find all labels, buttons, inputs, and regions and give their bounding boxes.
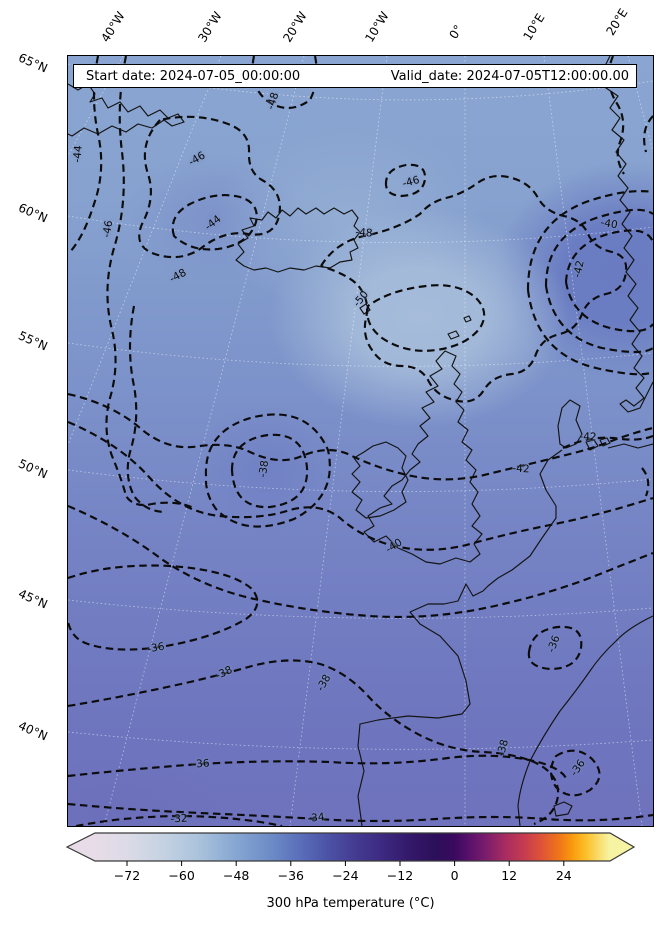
colorbar-tick-label: −24 [332, 868, 358, 883]
colorbar-tick-label: −36 [278, 868, 304, 883]
graticule-grid [68, 56, 653, 826]
contour-value-label: -42 [512, 462, 530, 476]
valid-date-text: Valid_date: 2024-07-05T12:00:00.00 [390, 68, 629, 84]
contour-value-label: -44 [71, 144, 85, 164]
map-canvas [68, 56, 653, 826]
contour-value-label: -34 [306, 811, 326, 825]
colorbar-tick-label: −72 [114, 868, 140, 883]
colorbar-tick-label: −60 [168, 868, 194, 883]
lon-tick-label: 0° [446, 22, 466, 42]
colorbar-title: 300 hPa temperature (°C) [266, 896, 435, 911]
contour-value-label: -48 [355, 226, 373, 240]
colorbar: −72 −60 −48 −36 −24 −12 0 12 24 [65, 832, 636, 883]
lon-tick-label: 20°W [280, 9, 310, 45]
contour-value-label: -38 [256, 459, 272, 479]
coastlines [68, 56, 653, 826]
lat-tick-label: 60°N [16, 200, 50, 226]
colorbar-tick-label: 0 [451, 868, 459, 883]
colorbar-bar [65, 832, 636, 862]
lon-tick-label: 30°W [195, 9, 225, 45]
lon-tick-label: 10°E [520, 11, 548, 43]
lat-tick-label: 65°N [16, 50, 50, 76]
title-strip: Start date: 2024-07-05_00:00:00 Valid_da… [73, 64, 637, 88]
lon-tick-label: 40°W [98, 9, 128, 45]
colorbar-tick-label: −48 [223, 868, 249, 883]
map-panel: Start date: 2024-07-05_00:00:00 Valid_da… [67, 55, 654, 827]
lat-tick-label: 50°N [16, 456, 50, 482]
contour-value-label: -36 [192, 757, 210, 771]
contour-value-label: -32 [170, 812, 188, 826]
lat-tick-label: 55°N [16, 328, 50, 354]
start-date-text: Start date: 2024-07-05_00:00:00 [86, 68, 301, 84]
colorbar-tick-label: 12 [501, 868, 517, 883]
colorbar-tick-label: 24 [556, 868, 572, 883]
lat-tick-label: 45°N [16, 586, 50, 612]
lat-tick-label: 40°N [16, 718, 50, 744]
lon-tick-label: 20°E [603, 6, 631, 38]
colorbar-tick-label: −12 [387, 868, 413, 883]
colorbar-ticks: −72 −60 −48 −36 −24 −12 0 12 24 [114, 861, 572, 883]
lon-tick-label: 10°W [362, 9, 392, 45]
contour-lines [68, 56, 653, 826]
temperature-fill-field [68, 56, 653, 826]
contour-value-label: -42 [579, 430, 597, 444]
